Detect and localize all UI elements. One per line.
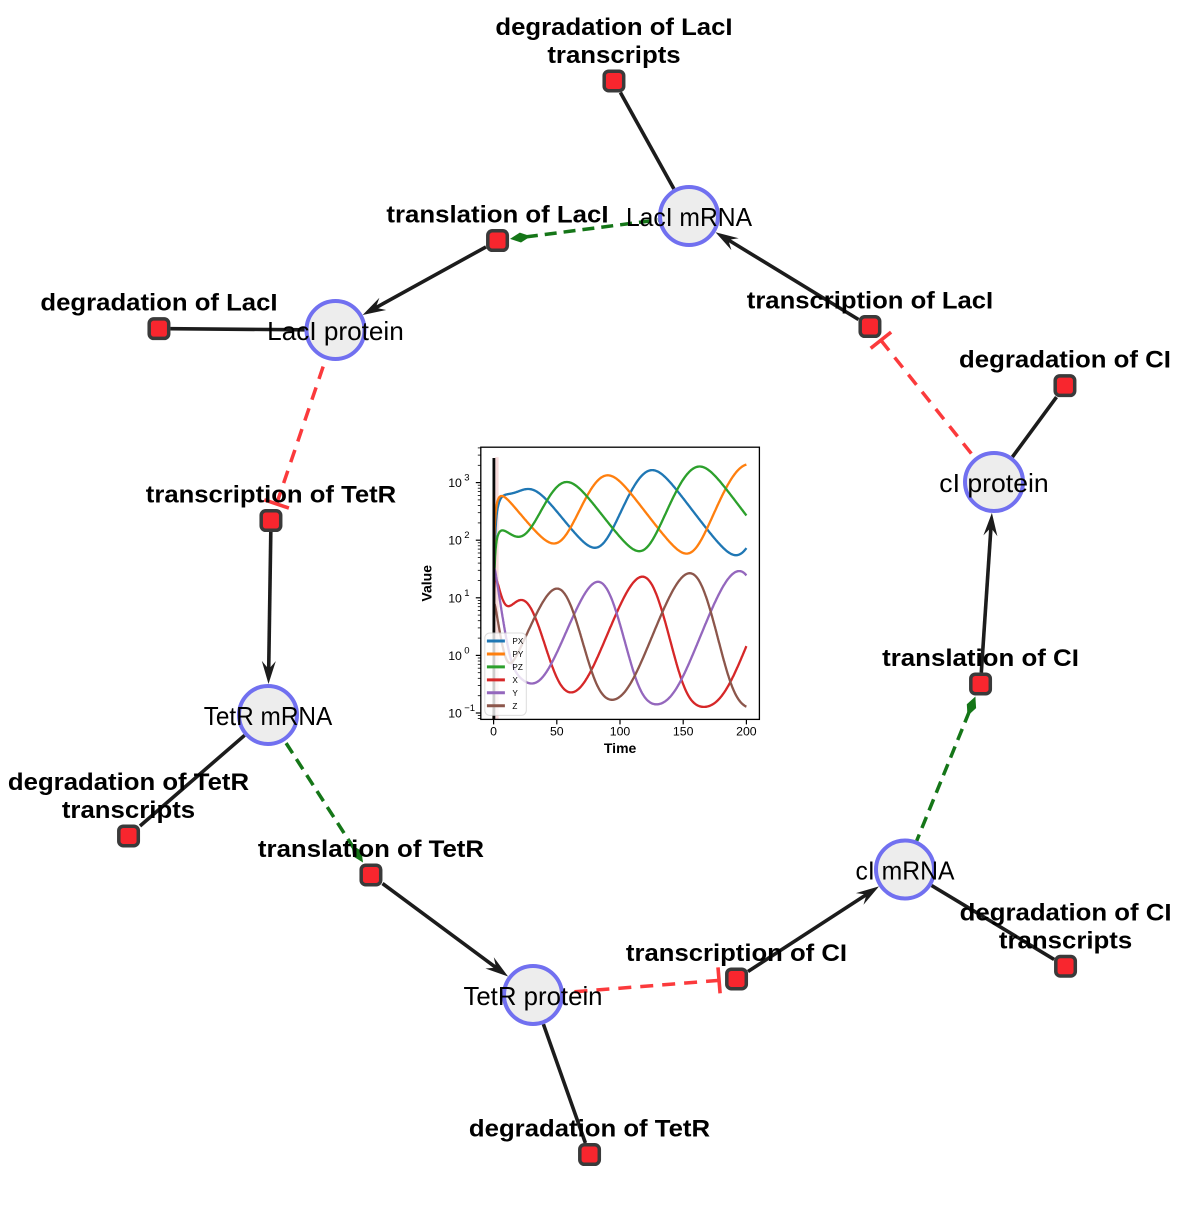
svg-text:Time: Time <box>604 740 637 756</box>
svg-text:Value: Value <box>419 565 435 602</box>
svg-text:transcripts: transcripts <box>62 797 195 824</box>
svg-text:PX: PX <box>512 637 523 646</box>
svg-text:LacI mRNA: LacI mRNA <box>626 202 753 232</box>
svg-text:Z: Z <box>512 702 517 711</box>
svg-text:degradation of CI: degradation of CI <box>960 899 1172 926</box>
svg-text:10: 10 <box>448 649 462 663</box>
svg-text:degradation of LacI: degradation of LacI <box>40 290 277 317</box>
svg-text:transcription of TetR: transcription of TetR <box>146 482 397 509</box>
svg-text:transcription of LacI: transcription of LacI <box>747 288 993 315</box>
svg-text:degradation of TetR: degradation of TetR <box>469 1116 710 1143</box>
svg-text:10: 10 <box>448 707 462 721</box>
svg-text:transcripts: transcripts <box>999 927 1132 954</box>
svg-text:cI protein: cI protein <box>939 468 1048 498</box>
svg-text:translation of TetR: translation of TetR <box>258 836 484 863</box>
svg-text:0: 0 <box>464 645 469 656</box>
svg-text:PY: PY <box>512 650 523 659</box>
svg-text:0: 0 <box>490 724 497 738</box>
svg-text:X: X <box>512 676 518 685</box>
svg-text:cI mRNA: cI mRNA <box>856 856 956 886</box>
svg-text:TetR mRNA: TetR mRNA <box>204 701 333 731</box>
svg-text:Y: Y <box>512 689 518 698</box>
svg-text:10: 10 <box>448 591 462 605</box>
svg-text:10: 10 <box>448 476 462 490</box>
svg-text:200: 200 <box>736 724 757 738</box>
svg-text:degradation of TetR: degradation of TetR <box>8 769 249 796</box>
svg-text:−1: −1 <box>464 703 475 714</box>
svg-text:transcription of CI: transcription of CI <box>626 940 847 967</box>
svg-text:degradation of CI: degradation of CI <box>959 347 1171 374</box>
svg-text:50: 50 <box>550 724 564 738</box>
svg-text:TetR protein: TetR protein <box>463 981 602 1011</box>
svg-text:150: 150 <box>673 724 694 738</box>
svg-text:PZ: PZ <box>512 663 522 672</box>
svg-text:translation of LacI: translation of LacI <box>386 202 608 229</box>
svg-text:degradation of LacI: degradation of LacI <box>495 14 732 41</box>
svg-text:100: 100 <box>610 724 631 738</box>
svg-text:1: 1 <box>464 588 469 599</box>
svg-text:transcripts: transcripts <box>547 42 680 69</box>
svg-text:10: 10 <box>448 534 462 548</box>
svg-text:LacI protein: LacI protein <box>267 316 404 346</box>
svg-text:translation of CI: translation of CI <box>882 645 1079 672</box>
svg-text:3: 3 <box>464 473 469 484</box>
svg-text:2: 2 <box>464 530 469 541</box>
